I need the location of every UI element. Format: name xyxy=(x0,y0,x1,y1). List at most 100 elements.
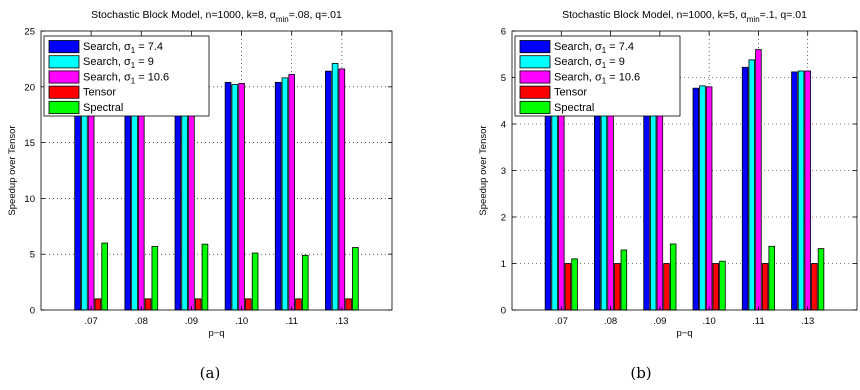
chart1-bar xyxy=(288,74,295,311)
chart2-bar xyxy=(768,245,775,311)
chart1-title-subscript: min xyxy=(276,15,289,24)
chart2-ytick-label: 3 xyxy=(501,166,506,177)
chart2-bar xyxy=(755,49,762,311)
chart2-ytick-label: 2 xyxy=(501,213,506,224)
chart1-legend-swatch xyxy=(48,100,80,114)
chart2-legend-swatch xyxy=(519,40,551,54)
chart2-bar xyxy=(620,249,628,311)
chart1-xtick-label: .07 xyxy=(85,316,98,327)
chart1-bar xyxy=(245,298,252,311)
chart2-legend-label-tail: = 7.4 xyxy=(606,41,634,53)
chart1-legend-label: Spectral xyxy=(83,102,123,114)
chart2-title: Stochastic Block Model, n=1000, k=5, αmi… xyxy=(562,9,807,24)
chart2-legend-label-tail: = 9 xyxy=(606,56,625,68)
chart1-xtick-label: .13 xyxy=(335,316,348,327)
chart1-legend-label: Tensor xyxy=(83,87,116,99)
chart1-bar xyxy=(81,85,88,311)
chart2-legend-label-main: Tensor xyxy=(554,87,587,99)
chart2-bar xyxy=(594,109,601,311)
chart1-ytick-label: 20 xyxy=(24,82,35,93)
chart2-ytick-label: 0 xyxy=(501,306,506,317)
chart2-bar xyxy=(748,59,756,311)
chart2-bar xyxy=(699,85,706,311)
chart2-xtick-label: .13 xyxy=(801,316,814,327)
chart2-xtick-label: .09 xyxy=(653,316,666,327)
chart1-bar xyxy=(188,90,195,311)
chart1-legend-label: Search, σ1 = 9 xyxy=(83,56,154,70)
chart1-bar xyxy=(174,87,182,311)
chart2-legend-label-main: Search, σ xyxy=(554,56,602,68)
chart2-bar xyxy=(564,263,572,311)
chart1-bar xyxy=(274,81,282,311)
chart2-bar xyxy=(817,248,825,311)
chart2-legend-label-main: Spectral xyxy=(554,102,594,114)
chart1-ytick-label: 10 xyxy=(24,194,35,205)
chart1-bar xyxy=(94,298,102,311)
chart1-y-axis-label: Speedup over Tensor xyxy=(7,125,18,215)
chart2-legend-label: Spectral xyxy=(554,102,594,114)
chart1-legend-label-subscript: 1 xyxy=(131,76,136,85)
chart1-plot-frame xyxy=(40,30,393,311)
chart1-bar xyxy=(74,85,81,311)
chart1-bar xyxy=(281,77,289,311)
chart2-bar xyxy=(544,114,552,311)
chart2-legend-swatch xyxy=(519,85,551,99)
chart1-bar xyxy=(238,83,245,311)
chart1-legend-swatch xyxy=(48,85,80,99)
chart2-legend-label-subscript: 1 xyxy=(602,61,607,70)
chart2-legend-label-tail: = 10.6 xyxy=(606,71,640,83)
chart2-ytick-label: 5 xyxy=(501,73,506,84)
chart1-xtick-label: .10 xyxy=(235,316,248,327)
chart1-ytick-label: 5 xyxy=(30,250,35,261)
chart2-legend-label: Tensor xyxy=(554,87,587,99)
chart2-bar xyxy=(571,258,578,311)
chart1-bar xyxy=(194,298,202,311)
chart2-bar xyxy=(791,71,798,311)
chart2-bar xyxy=(705,86,713,311)
chart1-legend-label: Search, σ1 = 7.4 xyxy=(83,41,163,55)
chart1-title-main: Stochastic Block Model, n=1000, k=8, α xyxy=(91,9,276,21)
chart1-title-tail: =.08, q=.01 xyxy=(289,9,342,21)
chart2-legend-label: Search, σ1 = 9 xyxy=(554,56,625,70)
chart1-legend-label-tail: = 10.6 xyxy=(135,71,169,83)
chart1-bar xyxy=(224,81,232,311)
chart1-xtick-label: .11 xyxy=(285,316,298,327)
chart2-title-subscript: min xyxy=(747,15,760,24)
chart2-bar xyxy=(558,111,565,311)
chart2-legend-label-main: Search, σ xyxy=(554,41,602,53)
chart2-ytick-label: 1 xyxy=(501,259,506,270)
chart2-legend-swatch xyxy=(519,55,551,69)
chart1-bar xyxy=(352,247,359,311)
chart1-bar xyxy=(338,68,346,311)
chart1-legend-label-main: Spectral xyxy=(83,102,123,114)
chart2-y-axis-label: Speedup over Tensor xyxy=(478,125,489,215)
chart1-title: Stochastic Block Model, n=1000, k=8, αmi… xyxy=(91,9,342,24)
chart1-ytick-label: 25 xyxy=(24,27,35,38)
chart1-bar xyxy=(87,86,95,311)
chart2-legend-label-subscript: 1 xyxy=(602,46,607,55)
chart1-bar xyxy=(131,84,138,311)
chart2-ytick-label: 6 xyxy=(501,27,506,38)
chart1-legend-label: Search, σ1 = 10.6 xyxy=(83,71,169,85)
chart1-bar xyxy=(231,84,239,311)
chart2-legend-swatch xyxy=(519,70,551,84)
chart1-xtick-label: .09 xyxy=(185,316,198,327)
chart2-legend-swatch xyxy=(519,100,551,114)
chart2-bar xyxy=(643,91,650,311)
chart1-legend-label-main: Search, σ xyxy=(83,56,131,68)
caption-a: (a) xyxy=(200,364,221,382)
chart1-xtick-label: .08 xyxy=(135,316,148,327)
chart1-legend-swatch xyxy=(48,40,80,54)
chart2-legend-label-main: Search, σ xyxy=(554,71,602,83)
chart2-bar xyxy=(649,93,657,311)
chart1-bar xyxy=(138,85,145,311)
chart2-title-main: Stochastic Block Model, n=1000, k=5, α xyxy=(562,9,747,21)
chart2-legend-label: Search, σ1 = 10.6 xyxy=(554,71,640,85)
chart2-bar xyxy=(663,263,670,311)
chart2-x-axis-label: p−q xyxy=(676,328,692,339)
chart2-bar xyxy=(719,260,726,311)
caption-b: (b) xyxy=(630,364,651,382)
chart2-bar xyxy=(600,105,608,311)
chart1-bar xyxy=(331,62,339,311)
